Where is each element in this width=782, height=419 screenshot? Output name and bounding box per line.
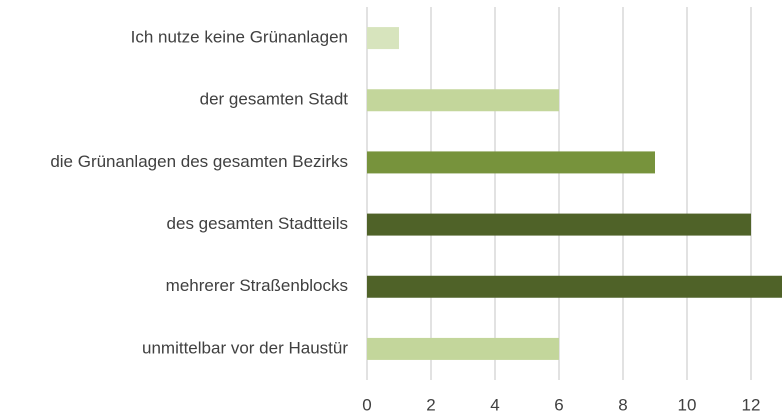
y-tick-label: mehrerer Straßenblocks — [166, 276, 348, 295]
x-tick-label: 2 — [426, 395, 435, 414]
bar — [367, 275, 782, 298]
y-tick-label: der gesamten Stadt — [200, 90, 349, 109]
x-tick-label: 8 — [618, 395, 627, 414]
x-tick-label: 10 — [678, 395, 697, 414]
y-tick-label: des gesamten Stadtteils — [167, 214, 348, 233]
y-tick-label: Ich nutze keine Grünanlagen — [131, 28, 348, 47]
bar — [367, 27, 399, 50]
x-tick-label: 4 — [490, 395, 499, 414]
x-tick-label: 0 — [362, 395, 371, 414]
y-tick-label: die Grünanlagen des gesamten Bezirks — [50, 152, 348, 171]
y-tick-label: unmittelbar vor der Haustür — [142, 338, 348, 357]
x-tick-label: 12 — [742, 395, 761, 414]
bar — [367, 213, 751, 236]
bar — [367, 89, 559, 112]
x-tick-label: 6 — [554, 395, 563, 414]
bar — [367, 337, 559, 360]
bar — [367, 151, 655, 174]
